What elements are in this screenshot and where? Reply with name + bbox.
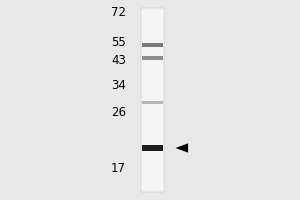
Bar bbox=[142, 100, 163, 104]
Text: 17: 17 bbox=[111, 162, 126, 174]
Bar bbox=[142, 43, 163, 47]
Bar bbox=[141, 8, 164, 192]
Polygon shape bbox=[176, 143, 188, 153]
Bar bbox=[142, 56, 163, 60]
Text: 26: 26 bbox=[111, 106, 126, 119]
Text: 43: 43 bbox=[111, 54, 126, 68]
Text: 34: 34 bbox=[111, 79, 126, 92]
Text: 55: 55 bbox=[111, 36, 126, 48]
Bar bbox=[142, 145, 163, 151]
Text: 72: 72 bbox=[111, 6, 126, 20]
